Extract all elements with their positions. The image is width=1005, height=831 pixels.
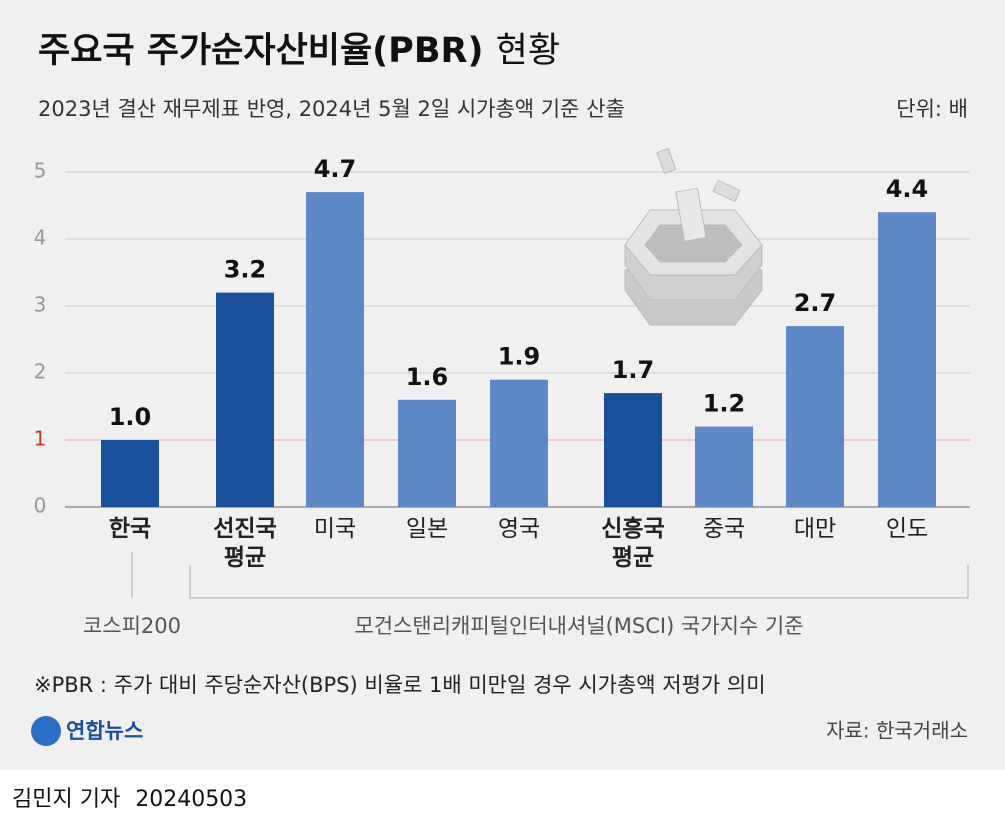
bar — [604, 393, 662, 507]
value-label: 1.0 — [109, 403, 152, 431]
value-label: 4.7 — [314, 155, 357, 183]
chart-title: 주요국 주가순자산비율(PBR) 현황 — [38, 31, 560, 71]
illustration — [624, 147, 763, 326]
source: 자료: 한국거래소 — [826, 719, 968, 743]
bar — [216, 292, 274, 507]
subtitle: 2023년 결산 재무제표 반영, 2024년 5월 2일 시가총액 기준 산출 — [38, 97, 625, 121]
value-label: 2.7 — [794, 289, 837, 317]
bracket — [189, 565, 969, 599]
x-tick-label: 중국 — [702, 516, 746, 542]
y-tick-label: 2 — [34, 360, 47, 384]
bar — [101, 440, 159, 507]
footnote: ※PBR : 주가 대비 주당순자산(BPS) 비율로 1배 미만일 경우 시가… — [34, 673, 766, 697]
title-suffix: 현황 — [496, 31, 560, 71]
value-label: 1.6 — [406, 363, 449, 391]
x-tick-label: 신흥국 평균 — [601, 516, 665, 571]
x-tick-label: 대만 — [793, 516, 837, 542]
bar — [695, 426, 753, 507]
annotation: 모건스탠리캐피털인터내셔널(MSCI) 국가지수 기준 — [354, 614, 803, 638]
bar — [878, 212, 936, 507]
y-tick-label: 5 — [34, 159, 47, 183]
value-label: 3.2 — [224, 256, 267, 284]
logo: 연합뉴스 — [66, 719, 143, 743]
bar — [398, 399, 456, 507]
y-tick-label: 0 — [34, 494, 47, 518]
bar — [306, 192, 364, 507]
x-tick-label: 영국 — [497, 516, 541, 542]
byline: 김민지 기자 20240503 — [12, 787, 247, 812]
y-tick-label: 4 — [34, 226, 47, 250]
value-label: 1.2 — [703, 390, 746, 418]
x-tick-label: 미국 — [313, 516, 357, 542]
logo-icon — [31, 716, 61, 746]
y-tick-label: 1 — [34, 427, 47, 451]
x-tick-label: 선진국 평균 — [213, 516, 277, 571]
bar — [786, 326, 844, 507]
value-label: 4.4 — [886, 175, 929, 203]
x-tick-label: 한국 — [108, 516, 152, 542]
value-label: 1.7 — [612, 356, 655, 384]
byline-name: 김민지 기자 — [12, 787, 120, 812]
date: 20240503 — [135, 787, 247, 812]
unit: 단위: 배 — [896, 97, 968, 121]
bar — [490, 379, 548, 507]
title-main: 주요국 주가순자산비율(PBR) — [38, 31, 483, 71]
y-tick-label: 3 — [34, 293, 47, 317]
value-label: 1.9 — [498, 343, 541, 371]
annotation: 코스피200 — [83, 614, 181, 638]
x-tick-label: 인도 — [885, 516, 929, 542]
x-tick-label: 일본 — [405, 516, 449, 542]
